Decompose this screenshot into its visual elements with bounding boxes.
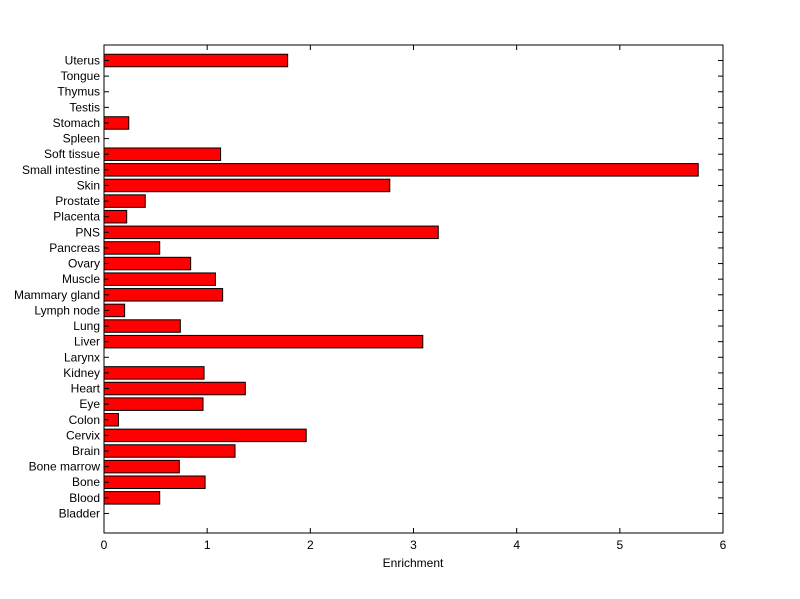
bar-pns: [103, 225, 439, 240]
bar-small-intestine: [103, 163, 699, 177]
x-tick-label: 5: [616, 538, 623, 552]
y-tick-label: Skin: [77, 178, 100, 192]
bar-uterus: [103, 53, 289, 68]
y-tick-label: Lymph node: [34, 303, 100, 317]
x-tick-label: 3: [410, 538, 417, 552]
x-tick-label: 4: [513, 538, 520, 552]
y-tick-label: Bone: [72, 475, 100, 489]
x-tick-label: 6: [720, 538, 727, 552]
bar-kidney: [103, 366, 205, 380]
y-tick-label: Liver: [74, 335, 100, 349]
bar-eye: [103, 397, 204, 411]
y-tick-label: Pancreas: [49, 241, 100, 255]
bar-soft-tissue: [103, 147, 222, 161]
bar-muscle: [103, 272, 216, 286]
x-axis-title: Enrichment: [383, 556, 444, 570]
y-tick-label: Small intestine: [22, 163, 100, 177]
y-tick-label: Eye: [79, 397, 100, 411]
bar-pancreas: [103, 241, 161, 255]
y-tick-label: Testis: [69, 100, 100, 114]
bar-prostate: [103, 194, 146, 208]
bar-cervix: [103, 428, 307, 443]
bar-liver: [103, 334, 424, 349]
bar-skin: [103, 178, 391, 193]
bar-bone: [103, 475, 206, 489]
y-tick-label: Placenta: [53, 210, 100, 224]
y-tick-label: Larynx: [64, 350, 100, 364]
bar-heart: [103, 381, 246, 396]
y-tick-label: Colon: [69, 413, 100, 427]
y-tick-label: Tongue: [61, 69, 101, 83]
y-tick-label: Thymus: [57, 85, 100, 99]
y-tick-label: Spleen: [63, 132, 100, 146]
y-tick-label: Bladder: [59, 506, 100, 520]
bar-lung: [103, 319, 181, 333]
x-tick-label: 1: [204, 538, 211, 552]
y-tick-label: Muscle: [62, 272, 100, 286]
y-tick-label: Mammary gland: [14, 288, 100, 302]
bar-mammary-gland: [103, 288, 224, 302]
y-tick-label: Ovary: [68, 257, 100, 271]
bar-blood: [103, 491, 161, 505]
bars-group: [103, 53, 699, 505]
y-tick-label: Brain: [72, 444, 100, 458]
x-tick-label: 2: [307, 538, 314, 552]
y-tick-label: Stomach: [53, 116, 100, 130]
y-tick-label: Blood: [69, 491, 100, 505]
x-tick-label: 0: [101, 538, 108, 552]
y-tick-label: Lung: [73, 319, 100, 333]
y-tick-label: Uterus: [65, 54, 100, 68]
y-tick-label: Bone marrow: [29, 460, 101, 474]
y-tick-label: PNS: [75, 225, 100, 239]
y-tick-label: Prostate: [55, 194, 100, 208]
x-axis: 0 1 2 3 4 5 6: [101, 45, 727, 552]
y-tick-label: Soft tissue: [44, 147, 100, 161]
bar-bone-marrow: [103, 459, 180, 474]
y-tick-label: Kidney: [63, 366, 100, 380]
y-tick-label: Cervix: [66, 428, 100, 442]
bar-brain: [103, 444, 236, 458]
y-tick-label: Heart: [71, 382, 101, 396]
bar-ovary: [103, 256, 192, 271]
